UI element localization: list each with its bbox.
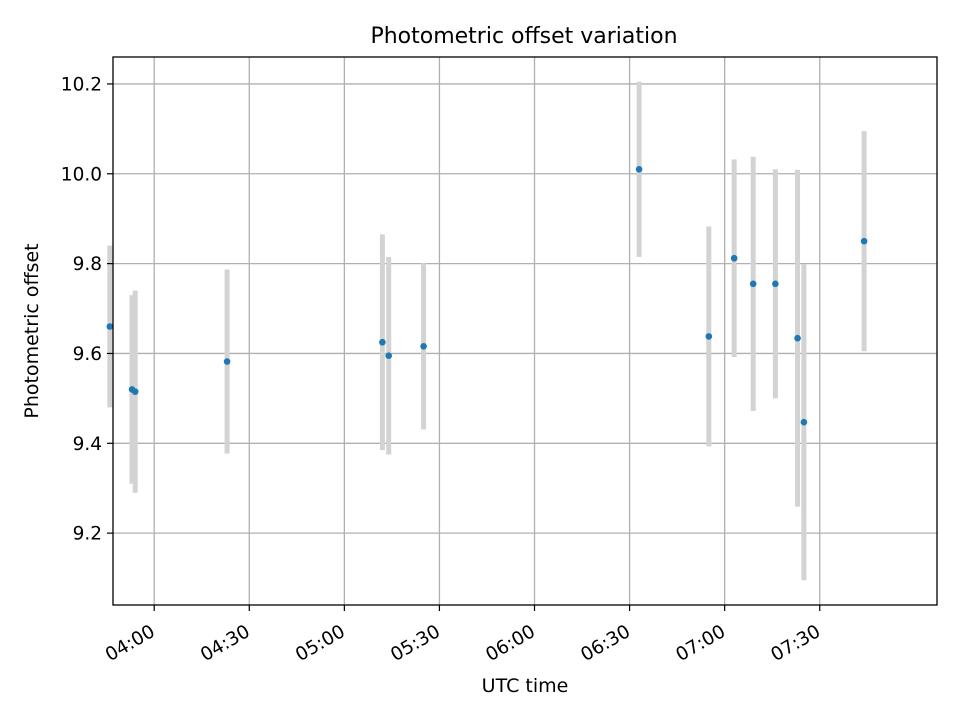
y-tick-label: 9.8 <box>73 254 102 275</box>
data-point <box>106 323 114 330</box>
data-point <box>379 338 386 346</box>
data-point <box>131 388 139 395</box>
x-tick-label: 05:30 <box>387 621 444 666</box>
chart-title: Photometric offset variation <box>370 24 677 49</box>
x-axis-label: UTC time <box>482 675 569 697</box>
plot-area-frame <box>112 56 938 606</box>
data-point <box>420 342 427 350</box>
data-point <box>730 254 738 262</box>
data-point <box>385 352 393 360</box>
x-tick-label: 04:00 <box>102 621 159 666</box>
y-tick-label: 9.6 <box>73 344 102 365</box>
y-tick-label: 9.4 <box>73 434 102 455</box>
data-point <box>635 165 643 173</box>
x-tick-label: 04:30 <box>197 621 254 666</box>
y-tick-label: 10.2 <box>61 74 102 95</box>
data-point <box>705 333 713 340</box>
data-point <box>749 280 757 288</box>
y-axis-ticks: 9.2 9.4 9.6 9.8 10.0 10.2 <box>61 74 113 545</box>
data-point <box>860 237 868 245</box>
x-tick-label: 05:00 <box>292 621 349 666</box>
y-tick-label: 9.2 <box>73 524 102 545</box>
x-tick-label: 06:30 <box>577 621 634 666</box>
data-point <box>794 334 801 342</box>
x-tick-label: 07:30 <box>768 621 825 666</box>
x-axis-ticks: 04:00 04:30 05:00 05:30 06:00 06:30 07:00 07:30 <box>102 605 824 666</box>
data-point <box>223 358 231 365</box>
grid <box>113 57 937 605</box>
y-axis-label: Photometric offset <box>21 243 43 418</box>
data-point <box>800 418 808 426</box>
y-tick-label: 10.0 <box>61 164 102 185</box>
x-tick-label: 07:00 <box>672 621 729 666</box>
error-bars <box>107 81 867 581</box>
x-tick-label: 06:00 <box>482 621 539 666</box>
data-point <box>772 280 779 288</box>
data-points <box>106 165 868 426</box>
